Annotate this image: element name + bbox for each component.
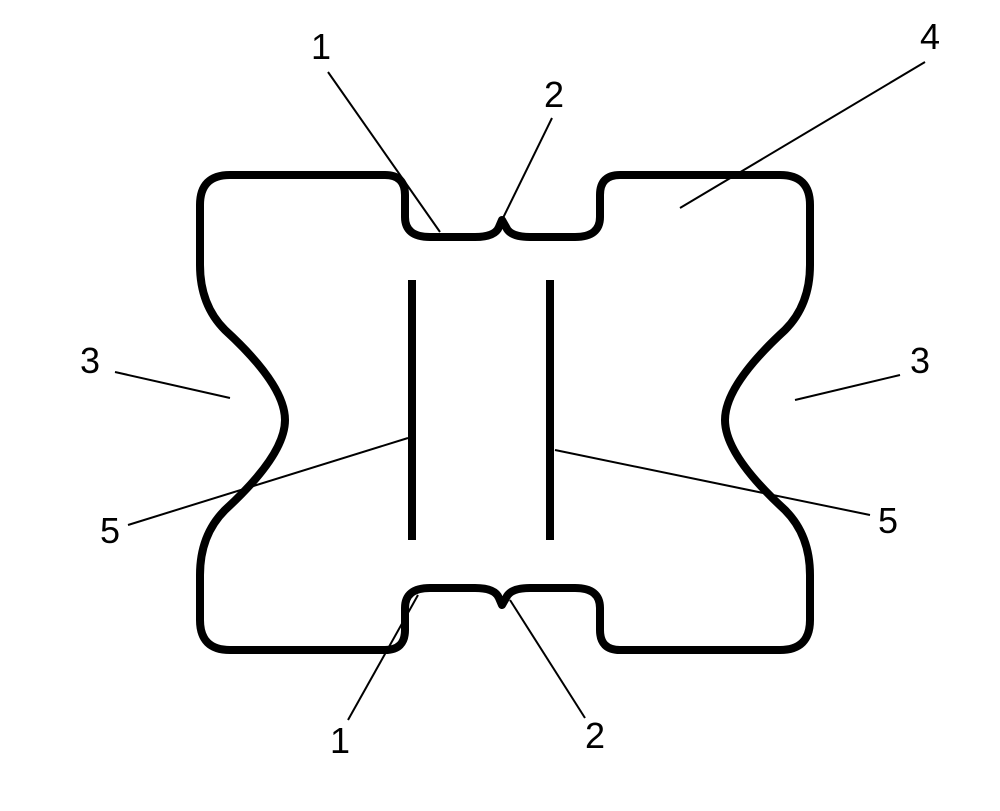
leader-line <box>128 438 408 525</box>
diagram-svg <box>0 0 1000 811</box>
leader-line <box>348 595 418 720</box>
leader-line <box>328 72 440 232</box>
annotation-label: 4 <box>920 16 940 58</box>
leader-line <box>555 450 870 515</box>
leader-line <box>503 118 552 218</box>
annotation-label: 3 <box>910 340 930 382</box>
annotation-label: 2 <box>585 715 605 757</box>
leader-line <box>795 375 900 400</box>
diagram-stage: 1 2 4 3 3 5 5 1 2 <box>0 0 1000 811</box>
annotation-label: 1 <box>311 26 331 68</box>
leader-line <box>510 600 585 718</box>
leader-line <box>115 372 230 398</box>
annotation-label: 5 <box>100 510 120 552</box>
annotation-label: 5 <box>878 500 898 542</box>
annotation-label: 3 <box>80 340 100 382</box>
annotation-label: 2 <box>544 74 564 116</box>
annotation-label: 1 <box>330 720 350 762</box>
part-outline <box>200 175 810 650</box>
